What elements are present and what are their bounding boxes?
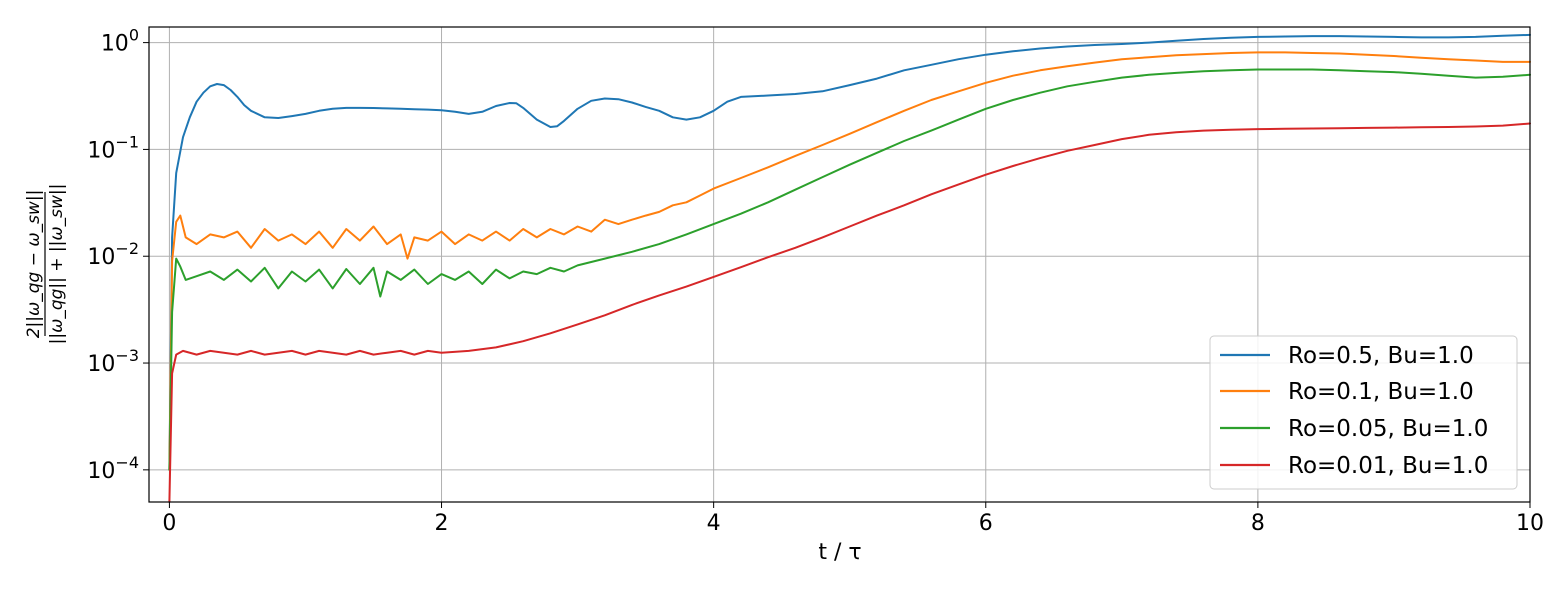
legend-item: Ro=0.05, Bu=1.0 [1220,416,1488,442]
x-tick-label: 8 [1251,511,1265,536]
x-axis-ticks: 0 2 4 6 8 10 [162,502,1544,536]
y-axis-label: 2||ω_qg − ω_sw|| ||ω_qg|| + ||ω_sw|| [24,184,67,345]
legend-box [1209,335,1518,490]
legend-item: Ro=0.1, Bu=1.0 [1220,379,1474,405]
y-tick-label: 10−1 [87,132,139,163]
legend-label: Ro=0.05, Bu=1.0 [1288,416,1488,442]
y-tick-label: 10−2 [87,239,139,270]
legend: Ro=0.5, Bu=1.0 Ro=0.1, Bu=1.0 Ro=0.05, B… [1209,335,1518,490]
y-axis-label-numerator: 2||ω_qg − ω_sw|| [24,190,44,339]
y-axis-ticks: 10−4 10−3 10−2 10−1 100 [87,26,149,484]
legend-label: Ro=0.5, Bu=1.0 [1288,343,1474,369]
legend-item: Ro=0.5, Bu=1.0 [1220,343,1474,369]
plot-lines [168,33,1531,503]
legend-item: Ro=0.01, Bu=1.0 [1220,453,1488,479]
x-tick-label: 6 [979,511,993,536]
y-axis-label-denominator: ||ω_qg|| + ||ω_sw|| [47,184,67,345]
x-tick-label: 0 [162,511,176,536]
series-line [168,68,1531,471]
legend-label: Ro=0.1, Bu=1.0 [1288,379,1474,405]
x-tick-label: 4 [707,511,721,536]
legend-label: Ro=0.01, Bu=1.0 [1288,453,1488,479]
series-line [168,33,1531,471]
y-tick-label: 10−4 [87,453,139,484]
series-line [168,51,1531,471]
y-tick-label: 10−3 [87,346,139,377]
x-tick-label: 2 [435,511,449,536]
series-line [168,122,1531,503]
x-tick-label: 10 [1516,511,1544,536]
x-axis-label: t / τ [818,540,861,565]
plot-frame [148,26,1531,503]
y-tick-label: 100 [101,26,139,57]
